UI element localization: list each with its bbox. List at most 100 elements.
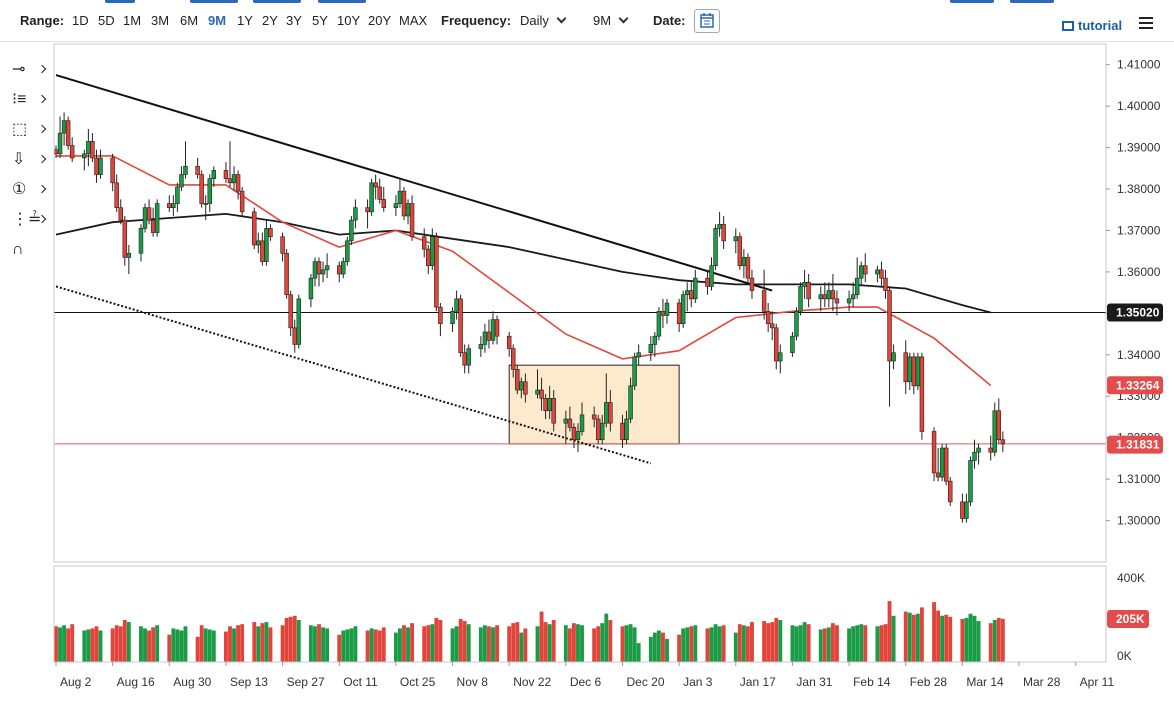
candle-body xyxy=(802,281,807,287)
volume-bar xyxy=(179,630,184,662)
candle-body xyxy=(539,389,544,399)
candle xyxy=(798,282,803,316)
candle xyxy=(381,186,386,212)
volume-bar xyxy=(932,602,936,662)
candle-body xyxy=(397,190,403,204)
candle xyxy=(401,186,407,221)
candle-body xyxy=(705,277,710,287)
candle xyxy=(57,116,63,158)
candle-body xyxy=(69,145,75,159)
date-tick-label: Sep 13 xyxy=(230,675,268,689)
date-picker-button[interactable] xyxy=(694,9,720,33)
candle-body xyxy=(409,203,415,237)
volume-bar xyxy=(341,630,346,662)
volume-bar xyxy=(203,628,208,662)
range-button-2y[interactable]: 2Y xyxy=(262,13,278,28)
arrow-tool-button[interactable]: ⇩ xyxy=(8,148,52,172)
volume-bar xyxy=(766,623,771,662)
candle xyxy=(972,439,977,469)
candle xyxy=(713,224,718,270)
magnet-tool-button[interactable]: ∩ xyxy=(8,238,52,262)
volume-bar xyxy=(685,627,690,662)
candle-body xyxy=(648,344,654,354)
candle xyxy=(765,303,771,333)
tutorial-link[interactable]: tutorial xyxy=(1062,18,1122,33)
candle xyxy=(167,195,172,212)
candle-body xyxy=(733,236,739,242)
volume-bar xyxy=(70,624,75,662)
candle-body xyxy=(769,323,775,329)
annotation-tool-button[interactable]: ① xyxy=(8,178,52,202)
volume-bar xyxy=(875,626,880,662)
candle xyxy=(426,244,431,274)
range-button-9m[interactable]: 9M xyxy=(208,13,227,28)
date-tick-label: Jan 3 xyxy=(683,675,713,689)
candle xyxy=(345,236,350,266)
frequency-label: Frequency: xyxy=(441,13,512,28)
frequency-select[interactable]: Daily xyxy=(520,13,567,29)
candle xyxy=(875,265,880,283)
period-select[interactable]: 9M xyxy=(593,13,629,29)
range-button-max[interactable]: MAX xyxy=(399,13,428,28)
range-button-1y[interactable]: 1Y xyxy=(237,13,253,28)
hamburger-menu-icon[interactable] xyxy=(1139,17,1153,29)
candle-body xyxy=(535,389,540,395)
range-button-20y[interactable]: 20Y xyxy=(368,13,392,28)
range-button-3y[interactable]: 3Y xyxy=(286,13,302,28)
candle xyxy=(337,261,342,283)
shape-tool-button[interactable]: ⬚ xyxy=(8,118,52,142)
fib-tool-button[interactable]: ⁝≡ xyxy=(8,88,52,112)
candle-body xyxy=(543,398,548,412)
range-button-10y[interactable]: 10Y xyxy=(337,13,361,28)
volume-bar xyxy=(794,626,799,662)
candle xyxy=(138,224,144,262)
volume-bar xyxy=(737,624,742,662)
candle xyxy=(733,228,739,254)
candle xyxy=(264,220,269,266)
price-tag-label: 1.33264 xyxy=(1116,378,1160,392)
volume-bar xyxy=(919,607,924,662)
volume-bar xyxy=(661,632,665,662)
volume-bar xyxy=(628,624,633,662)
range-button-6m[interactable]: 6M xyxy=(180,13,199,28)
range-button-1m[interactable]: 1M xyxy=(123,13,142,28)
volume-axis: 0K 400K xyxy=(1117,571,1145,663)
volume-bar xyxy=(851,626,856,662)
line-tool-button[interactable]: ⊸ xyxy=(8,58,52,82)
volume-bar xyxy=(523,628,528,662)
candle-body xyxy=(227,178,233,184)
candle-body xyxy=(486,331,492,341)
candle-body xyxy=(846,298,852,304)
candle-body xyxy=(57,132,63,155)
candle xyxy=(948,477,953,507)
candle xyxy=(907,352,913,391)
candle-body xyxy=(806,281,811,300)
volume-bar xyxy=(94,626,99,662)
candle xyxy=(239,186,245,216)
volume-bar xyxy=(677,634,682,662)
price-tick-label: 1.31000 xyxy=(1117,472,1161,486)
range-button-1d[interactable]: 1D xyxy=(72,13,89,28)
candle-body xyxy=(996,410,1002,441)
candle xyxy=(183,141,188,179)
range-button-5y[interactable]: 5Y xyxy=(312,13,328,28)
range-button-3m[interactable]: 3M xyxy=(151,13,170,28)
volume-bar xyxy=(713,624,718,662)
candle-body xyxy=(992,410,997,453)
volume-bar xyxy=(155,625,160,662)
volume-bar xyxy=(183,626,188,662)
volume-bar xyxy=(515,622,520,662)
volume-bar xyxy=(207,629,212,662)
range-button-5d[interactable]: 5D xyxy=(98,13,115,28)
candle-body xyxy=(680,294,686,325)
candle xyxy=(891,344,896,370)
candle xyxy=(660,298,666,328)
measure-tool-button[interactable]: ⋮≟ xyxy=(8,208,52,232)
volume-bar xyxy=(377,630,382,662)
candle xyxy=(806,273,811,308)
moving-averages xyxy=(55,155,992,387)
candle xyxy=(693,269,698,303)
candle xyxy=(268,224,273,241)
candle-body xyxy=(664,302,670,316)
volume-bar xyxy=(224,631,228,662)
